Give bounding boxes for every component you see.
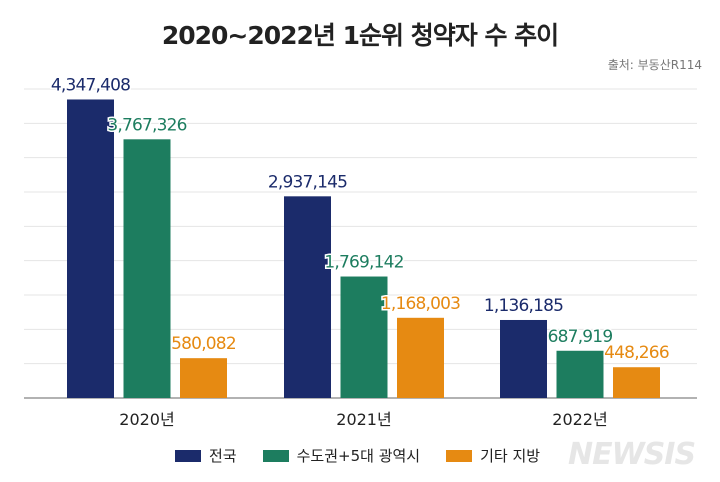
legend-swatch — [262, 449, 289, 462]
x-tick-label: 2021년 — [336, 410, 391, 429]
legend-swatch — [446, 449, 473, 462]
bar — [500, 319, 547, 398]
bar — [284, 196, 331, 398]
x-tick-label: 2022년 — [552, 410, 607, 429]
legend-item-nationwide: 전국 — [175, 445, 237, 466]
chart-title: 2020~2022년 1순위 청약자 수 추이 — [161, 21, 559, 50]
bar — [397, 317, 444, 398]
legend-item-other-regions: 기타 지방 — [446, 445, 540, 466]
bar — [556, 350, 604, 398]
bar — [67, 99, 114, 399]
legend-label: 전국 — [209, 447, 237, 465]
bar — [340, 276, 388, 398]
data-label: 448,266 — [604, 343, 669, 363]
legend-label: 기타 지방 — [480, 447, 541, 465]
watermark-logo: NEWSIS — [568, 437, 696, 472]
data-label: 1,136,185 — [484, 296, 563, 316]
bar — [123, 139, 171, 398]
legend-swatch — [175, 449, 201, 462]
legend-label: 수도권+5대 광역시 — [296, 447, 421, 465]
data-label: 580,082 — [171, 334, 236, 354]
data-label: 1,769,142 — [324, 253, 403, 273]
data-label: 2,937,145 — [268, 172, 347, 192]
bar — [613, 367, 660, 398]
data-label: 687,919 — [548, 327, 613, 347]
data-label: 1,168,003 — [381, 294, 460, 314]
bar — [180, 358, 227, 398]
x-tick-label: 2020년 — [119, 410, 174, 429]
data-label: 4,347,408 — [51, 75, 130, 95]
legend: 전국 수도권+5대 광역시 기타 지방 — [175, 445, 540, 466]
source-note: 출처: 부동산R114 — [607, 58, 702, 72]
data-label: 3,767,326 — [107, 115, 186, 135]
legend-item-capital-metro: 수도권+5대 광역시 — [262, 445, 421, 466]
